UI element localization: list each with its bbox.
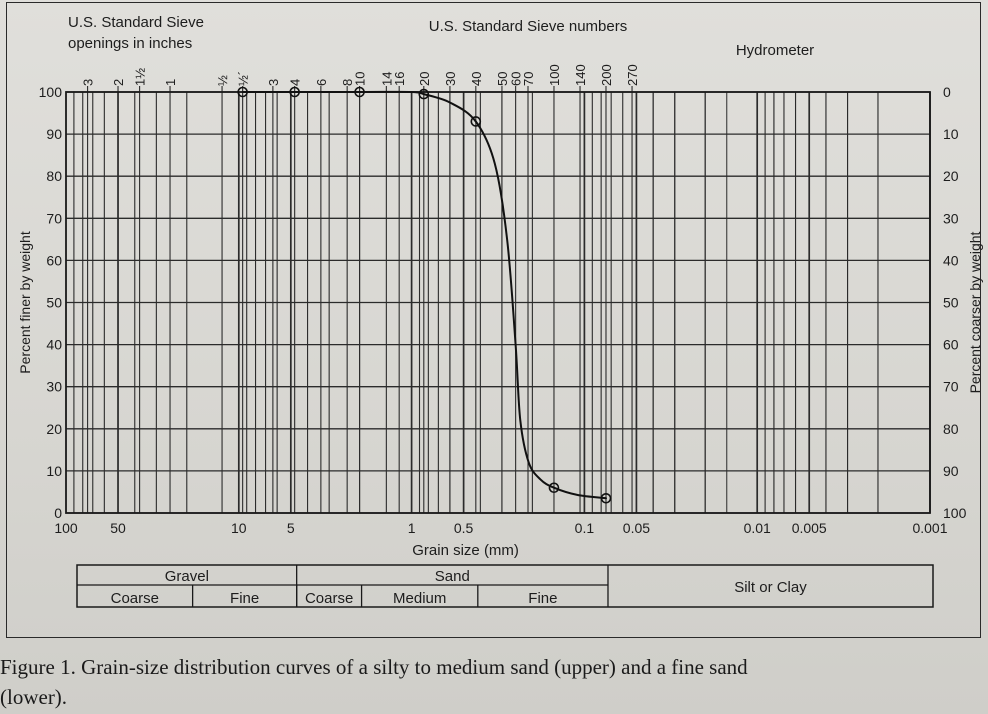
x-tick-label: 0.01	[744, 520, 771, 536]
x-tick-label: 0.05	[623, 520, 650, 536]
y-left-tick-label: 70	[46, 210, 62, 226]
sieve-label: 40	[469, 72, 484, 86]
data-point	[418, 88, 430, 100]
sieve-label: 100	[547, 64, 562, 86]
data-point	[289, 86, 300, 98]
data-point	[354, 86, 365, 98]
subclass-label: Fine	[230, 590, 259, 607]
classification-label: Sand	[435, 568, 470, 585]
x-tick-label: 0.001	[912, 520, 947, 536]
sieve-label: 270	[625, 64, 640, 86]
classification-label: Silt or Clay	[734, 579, 807, 596]
x-tick-label: 10	[231, 520, 247, 536]
data-point	[237, 86, 248, 98]
sieve-label: 2	[111, 79, 126, 86]
y-left-tick-label: 10	[46, 463, 62, 479]
y-right-tick-label: 20	[943, 168, 959, 184]
sieve-label: 14	[379, 72, 394, 86]
sieve-label: ½´	[236, 71, 251, 86]
y-right-tick-label: 0	[943, 84, 951, 100]
y-left-tick-label: 100	[39, 84, 63, 100]
y-left-tick-label: 0	[54, 505, 62, 521]
data-point-center	[474, 120, 477, 123]
sieve-openings-title-line-2: openings in inches	[68, 35, 192, 52]
y-left-tick-label: 60	[46, 252, 62, 268]
data-point	[548, 482, 560, 494]
sieve-label: 6	[314, 79, 329, 86]
grid	[66, 86, 931, 514]
gradation-curve	[242, 90, 607, 500]
y-right-tick-label: 30	[943, 210, 959, 226]
sieve-label: ½	[215, 75, 230, 86]
plot-border	[65, 91, 931, 514]
data-point	[600, 492, 612, 504]
sieve-label: 20	[417, 72, 432, 86]
figure-caption: Figure 1. Grain-size distribution curves…	[0, 652, 988, 712]
y-right-tick-label: 40	[943, 252, 959, 268]
sieve-label: 16	[392, 72, 407, 86]
sieve-label: 30	[443, 72, 458, 86]
caption-line-2: (lower).	[0, 685, 68, 709]
data-point-center	[422, 93, 425, 96]
grain-size-chart: 0102030405060708090100100908070605040302…	[17, 14, 983, 608]
hydrometer-title: Hydrometer	[736, 42, 814, 59]
y-right-tick-label: 90	[943, 463, 959, 479]
classification-label: Gravel	[165, 568, 209, 585]
data-point-center	[552, 486, 555, 489]
sieve-numbers-title: U.S. Standard Sieve numbers	[429, 18, 627, 35]
y-right-axis-label: Percent coarser by weight	[967, 231, 983, 393]
y-right-tick-label: 10	[943, 126, 959, 142]
x-tick-label: 0.5	[454, 520, 474, 536]
sieve-label: 1	[163, 79, 178, 86]
subclass-label: Coarse	[305, 590, 353, 607]
y-left-tick-label: 30	[46, 379, 62, 395]
data-point-center	[293, 91, 296, 93]
axes	[65, 91, 931, 514]
data-point	[470, 116, 482, 127]
classification-border	[76, 564, 934, 608]
data-point-center	[604, 497, 607, 500]
y-left-tick-label: 80	[46, 168, 62, 184]
x-axis-label: Grain size (mm)	[412, 542, 519, 559]
y-left-axis-label: Percent finer by weight	[17, 231, 33, 374]
sieve-label: 70	[521, 72, 536, 86]
sieve-label: 8	[340, 79, 355, 86]
y-right-tick-label: 70	[943, 379, 959, 395]
sieve-openings-title-line-1: U.S. Standard Sieve	[68, 14, 204, 31]
x-tick-label: 5	[287, 520, 295, 536]
sieve-label: 1½	[133, 68, 148, 86]
y-right-tick-label: 50	[943, 295, 959, 311]
x-tick-label: 0.005	[792, 520, 827, 536]
x-tick-label: 0.1	[575, 520, 595, 536]
y-left-tick-label: 90	[46, 126, 62, 142]
sieve-label: 50	[495, 72, 510, 86]
y-left-tick-label: 20	[46, 421, 62, 437]
y-left-tick-label: 40	[46, 337, 62, 353]
x-tick-label: 1	[408, 520, 416, 536]
x-tick-label: 100	[54, 520, 78, 536]
sieve-label: 3	[81, 79, 96, 86]
caption-line-1: Figure 1. Grain-size distribution curves…	[0, 655, 748, 679]
data-point-center	[241, 91, 244, 93]
classification-table: Gravel Sand Silt or Clay Coarse Fine Coarse Me…	[76, 564, 934, 608]
sieve-label: 140	[573, 64, 588, 86]
labels: 0102030405060708090100100908070605040302…	[17, 14, 983, 559]
sieve-label: 200	[599, 64, 614, 86]
subclass-label: Medium	[393, 590, 446, 607]
subclass-label: Fine	[528, 590, 557, 607]
y-right-tick-label: 100	[943, 505, 967, 521]
chart-frame	[6, 2, 981, 638]
y-right-tick-label: 80	[943, 421, 959, 437]
data-point-center	[358, 91, 361, 93]
sieve-label: 60	[509, 72, 524, 86]
series	[237, 86, 612, 504]
y-right-tick-label: 60	[943, 337, 959, 353]
sieve-label: 3	[266, 79, 281, 86]
y-left-tick-label: 50	[46, 295, 62, 311]
x-tick-label: 50	[110, 520, 126, 536]
sieve-label: 10	[353, 72, 368, 86]
subclass-label: Coarse	[111, 590, 159, 607]
sieve-label: 4	[288, 79, 303, 86]
